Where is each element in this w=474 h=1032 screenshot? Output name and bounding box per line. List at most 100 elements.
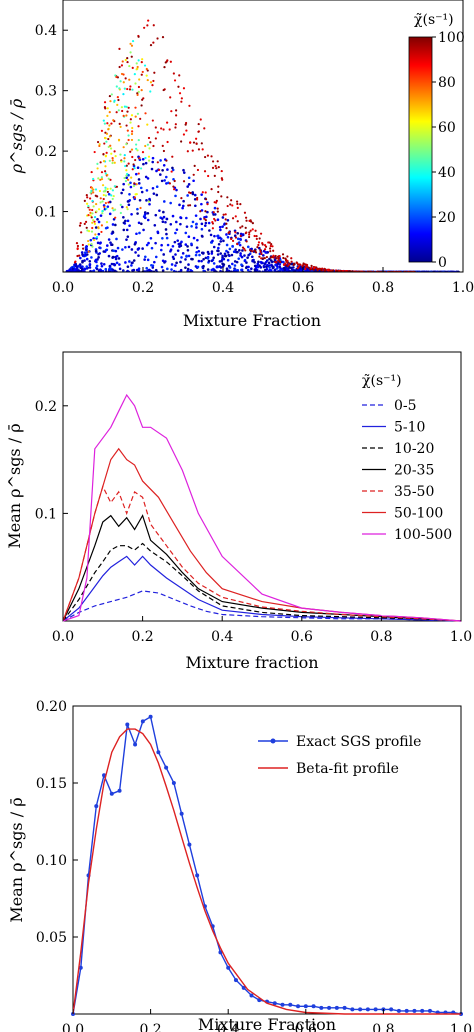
data-point (125, 722, 130, 727)
scatter-point (229, 203, 232, 206)
scatter-point (121, 188, 125, 192)
scatter-point (207, 259, 211, 263)
scatter-point (99, 214, 103, 217)
scatter-point (278, 260, 281, 263)
scatter-point (136, 166, 140, 170)
scatter-point (96, 218, 99, 221)
scatter-point (130, 132, 134, 136)
scatter-point (85, 202, 89, 205)
y-axis-label: Mean ρ^sgs / ρ̄ (5, 423, 24, 548)
scatter-point (258, 255, 261, 258)
scatter-point (179, 222, 182, 226)
scatter-point (225, 222, 228, 225)
legend-label: 5-10 (394, 420, 425, 436)
scatter-point (107, 137, 110, 141)
scatter-point (100, 224, 104, 227)
scatter-point (102, 119, 105, 122)
scatter-point (123, 154, 126, 157)
scatter-point (293, 269, 297, 272)
scatter-point (231, 217, 235, 220)
scatter-point (110, 122, 113, 125)
scatter-point (152, 79, 155, 83)
scatter-point (151, 160, 155, 164)
data-point (303, 1004, 308, 1009)
scatter-point (163, 261, 166, 264)
scatter-point (147, 155, 151, 158)
legend-label: 0-5 (394, 398, 417, 414)
x-tick-label: 0.0 (52, 629, 74, 645)
scatter-point (130, 44, 134, 47)
scatter-point (236, 206, 239, 209)
scatter-point (144, 156, 147, 160)
scatter-point (173, 179, 176, 183)
scatter-point (126, 57, 129, 60)
scatter-point (195, 251, 198, 254)
scatter-point (150, 167, 154, 171)
scatter-point (253, 260, 256, 264)
scatter-point (118, 47, 121, 51)
scatter-point (268, 266, 271, 269)
scatter-point (152, 192, 156, 195)
scatter-point (103, 122, 106, 125)
scatter-point (234, 268, 237, 271)
y-tick-label: 0.4 (35, 23, 57, 39)
scatter-point (98, 189, 102, 193)
scatter-point (103, 142, 106, 145)
scatter-point (79, 266, 83, 269)
scatter-point (312, 266, 316, 269)
colorbar-label: χ̃(s⁻¹) (414, 12, 454, 28)
scatter-point (102, 262, 106, 266)
scatter-point (90, 216, 93, 219)
scatter-point (165, 232, 168, 236)
data-point (148, 714, 153, 719)
scatter-point (175, 109, 178, 112)
scatter-point (175, 220, 178, 224)
scatter-point (246, 268, 250, 272)
scatter-point (135, 232, 138, 236)
scatter-point (182, 171, 186, 174)
scatter-point (97, 256, 100, 259)
scatter-point (231, 244, 234, 248)
scatter-point (153, 260, 156, 264)
scatter-point (146, 143, 149, 146)
scatter-point (251, 228, 254, 231)
scatter-point (172, 72, 175, 75)
scatter-point (142, 162, 145, 166)
scatter-point (105, 248, 109, 252)
scatter-point (110, 93, 113, 96)
scatter-point (151, 84, 154, 87)
scatter-point (131, 168, 134, 171)
scatter-point (204, 155, 207, 159)
scatter-point (239, 203, 242, 206)
scatter-point (263, 244, 267, 247)
scatter-point (128, 88, 132, 91)
scatter-point (169, 222, 173, 226)
scatter-point (88, 263, 92, 266)
scatter-point (78, 269, 81, 272)
scatter-point (102, 159, 106, 163)
scatter-point (150, 263, 153, 267)
scatter-point (263, 257, 266, 260)
scatter-point (160, 265, 164, 269)
scatter-point (199, 118, 202, 121)
scatter-point (124, 58, 127, 62)
scatter-point (154, 126, 157, 129)
scatter-point (217, 242, 221, 246)
scatter-point (146, 211, 150, 215)
scatter-point (134, 115, 137, 118)
scatter-point (90, 170, 93, 174)
scatter-points (65, 19, 460, 272)
scatter-point (108, 124, 111, 127)
scatter-point (127, 245, 131, 249)
scatter-point (129, 121, 132, 124)
scatter-point (196, 198, 199, 201)
scatter-point (176, 249, 180, 252)
scatter-point (243, 247, 246, 250)
scatter-point (124, 245, 127, 249)
scatter-point (93, 222, 97, 225)
axes: 0.0 0.2 0.4 0.6 0.8 1.0 0.05 0.10 0.15 0.20 (36, 699, 472, 1032)
scatter-point (124, 219, 127, 223)
scatter-point (117, 257, 121, 260)
scatter-point (177, 242, 181, 246)
scatter-point (210, 259, 214, 263)
